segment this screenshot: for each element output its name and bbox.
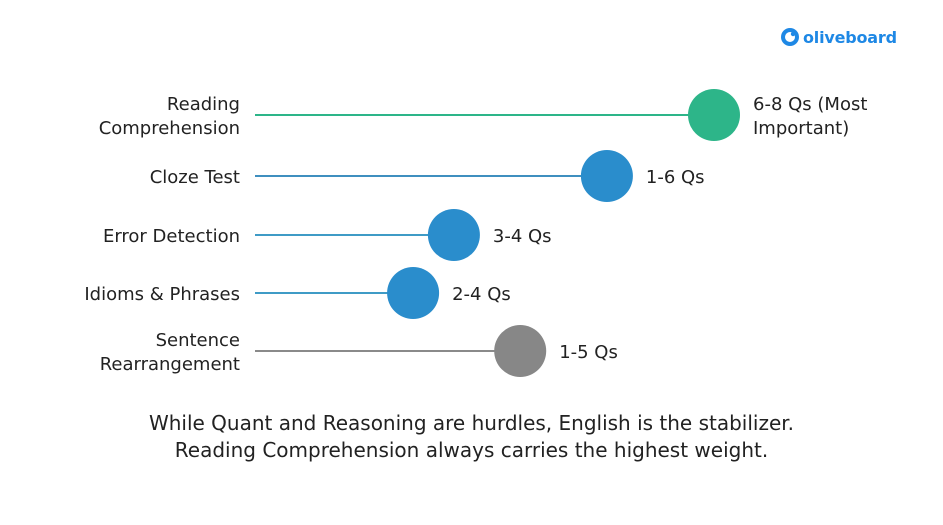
category-label-reading-comprehension: Reading xyxy=(167,94,240,115)
category-label-sentence-rearrangement: Rearrangement xyxy=(100,354,240,375)
value-label-reading-comprehension: Important) xyxy=(753,118,849,139)
marker-idioms-phrases xyxy=(387,267,440,319)
category-label-reading-comprehension: Comprehension xyxy=(99,118,240,139)
category-label-error-detection: Error Detection xyxy=(103,226,240,247)
caption-line-2: Reading Comprehension always carries the… xyxy=(174,438,769,462)
category-label-cloze-test: Cloze Test xyxy=(150,167,240,188)
marker-cloze-test xyxy=(580,150,633,202)
brand-name: oliveboard xyxy=(803,27,897,47)
caption: While Quant and Reasoning are hurdles, E… xyxy=(0,410,943,464)
question-weightage-chart: Reading Comprehension 6-8 Qs (Most Importan… xyxy=(84,89,867,377)
category-label-idioms-phrases: Idioms & Phrases xyxy=(84,284,240,305)
caption-line-1: While Quant and Reasoning are hurdles, E… xyxy=(148,411,795,435)
value-label-sentence-rearrangement: 1-5 Qs xyxy=(559,342,618,363)
marker-sentence-rearrangement xyxy=(494,325,547,377)
oliveboard-logo-icon xyxy=(781,28,799,46)
marker-reading-comprehension xyxy=(688,89,740,141)
oliveboard-logo: oliveboard xyxy=(780,24,897,50)
value-label-error-detection: 3-4 Qs xyxy=(493,226,552,247)
value-label-reading-comprehension: 6-8 Qs (Most xyxy=(753,94,867,115)
category-label-sentence-rearrangement: Sentence xyxy=(156,330,240,351)
value-label-cloze-test: 1-6 Qs xyxy=(646,167,705,188)
value-label-idioms-phrases: 2-4 Qs xyxy=(452,284,511,305)
marker-error-detection xyxy=(427,209,480,261)
